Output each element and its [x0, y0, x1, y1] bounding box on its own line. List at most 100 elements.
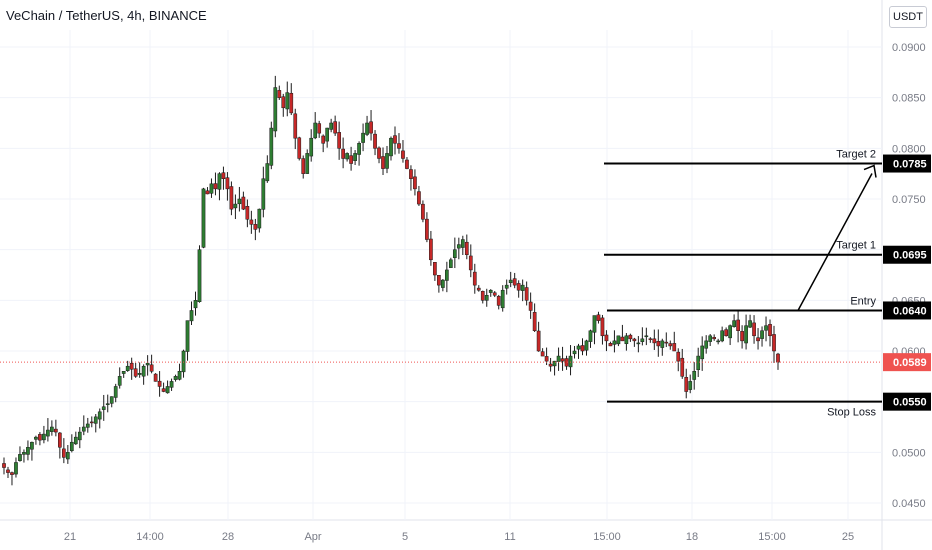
- candle-body: [189, 310, 194, 322]
- candle-body: [149, 364, 154, 372]
- candle-body: [425, 218, 429, 240]
- candle-body: [50, 426, 54, 432]
- candle-body: [377, 147, 381, 159]
- candle-body: [445, 269, 449, 281]
- current-price-badge: [883, 353, 931, 372]
- candle-body: [752, 322, 756, 337]
- candle-body: [293, 113, 298, 139]
- level-price-label: 0.0695: [893, 250, 927, 262]
- candle-body: [257, 208, 262, 229]
- candle-body: [652, 338, 657, 344]
- candle-body: [604, 334, 609, 342]
- candle-body: [349, 155, 353, 164]
- y-tick-label: 0.0850: [892, 93, 926, 105]
- candle-body: [369, 121, 373, 134]
- candle-body: [640, 338, 645, 342]
- candle-body: [648, 338, 653, 341]
- level-price-badge: [883, 245, 931, 264]
- candle-body: [480, 291, 485, 301]
- candle-body: [277, 90, 282, 98]
- candle-body: [405, 159, 409, 169]
- x-tick-label: 21: [64, 531, 76, 543]
- candle-body: [728, 325, 732, 339]
- x-tick-label: 15:00: [758, 531, 786, 543]
- candle-body: [456, 244, 461, 249]
- candle-body: [680, 357, 685, 377]
- candle-body: [520, 284, 525, 291]
- candle-body: [460, 239, 465, 248]
- current-price-label: 0.0589: [893, 357, 927, 369]
- candle-body: [476, 287, 481, 291]
- path-arrow-head: [863, 164, 877, 178]
- candle-body: [125, 365, 130, 371]
- y-tick-label: 0.0750: [892, 194, 926, 206]
- candle-body: [289, 92, 294, 114]
- candle-body: [417, 191, 421, 205]
- chart-title: VeChain / TetherUS, 4h, BINANCE: [6, 8, 207, 23]
- level-name: Entry: [850, 295, 876, 307]
- candle-body: [644, 335, 649, 338]
- candle-body: [193, 300, 198, 309]
- candle-body: [608, 343, 613, 347]
- candle-body: [544, 356, 549, 362]
- candle-body: [281, 96, 286, 109]
- candle-body: [397, 143, 401, 149]
- candle-body: [165, 386, 170, 394]
- candle-body: [381, 156, 385, 169]
- candle-body: [345, 153, 349, 160]
- candle-body: [712, 337, 717, 340]
- candle-body: [684, 377, 689, 392]
- candle-body: [664, 341, 669, 344]
- candle-body: [357, 143, 361, 155]
- candle-body: [572, 350, 577, 355]
- candle-body: [221, 172, 226, 179]
- candle-body: [492, 292, 497, 296]
- candle-body: [213, 183, 218, 190]
- candle-body: [576, 345, 581, 350]
- candle-body: [18, 454, 22, 462]
- candle-body: [413, 176, 417, 190]
- candle-body: [588, 330, 593, 342]
- level-price-badge: [883, 392, 931, 411]
- candle-body: [548, 363, 553, 367]
- candle-body: [141, 365, 146, 377]
- candle-body: [409, 169, 413, 179]
- candle-body: [708, 335, 713, 342]
- candle-body: [297, 137, 302, 159]
- candle-body: [672, 343, 677, 352]
- candle-body: [42, 433, 46, 441]
- level-price-label: 0.0785: [893, 159, 927, 171]
- candle-body: [97, 411, 102, 420]
- x-tick-label: 25: [842, 531, 854, 543]
- candle-body: [237, 198, 242, 205]
- candle-body: [532, 312, 537, 331]
- candle-body: [34, 436, 38, 440]
- candle-body: [448, 259, 453, 268]
- candle-body: [177, 371, 182, 380]
- candle-body: [688, 381, 693, 390]
- candle-body: [656, 340, 661, 347]
- candle-body: [401, 150, 405, 159]
- candle-body: [620, 336, 625, 342]
- candle-body: [337, 132, 341, 149]
- candle-body: [77, 431, 82, 441]
- candle-body: [704, 340, 709, 349]
- level-name: Target 2: [836, 149, 876, 161]
- x-tick-label: Apr: [304, 531, 321, 543]
- candle-body: [117, 376, 122, 386]
- candle-body: [93, 416, 98, 424]
- candle-body: [201, 188, 206, 248]
- candle-body: [512, 278, 517, 286]
- candle-body: [732, 320, 736, 327]
- candle-body: [301, 158, 306, 174]
- candle-body: [676, 351, 681, 362]
- candle-body: [325, 127, 330, 142]
- candle-body: [89, 421, 94, 424]
- candle-body: [329, 122, 334, 130]
- y-tick-label: 0.0800: [892, 143, 926, 155]
- currency-button[interactable]: USDT: [889, 6, 927, 28]
- candle-body: [612, 340, 617, 345]
- candle-body: [129, 362, 134, 370]
- candle-body: [552, 360, 557, 367]
